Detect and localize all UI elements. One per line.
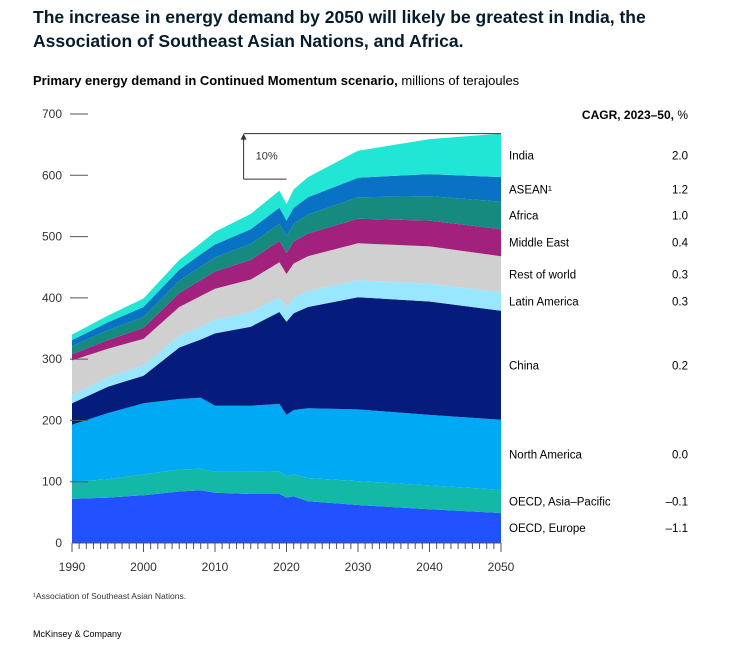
area-oecd-asia-pacific bbox=[72, 468, 501, 513]
cagr-value-asean: 1.2 bbox=[672, 184, 688, 196]
x-tick-label: 2040 bbox=[416, 560, 443, 574]
cagr-value-china: 0.2 bbox=[672, 360, 688, 372]
y-tick-label: 0 bbox=[55, 536, 62, 550]
cagr-value-oecd-europe: –1.1 bbox=[666, 523, 688, 535]
y-axis: 0 100 200 300 400 500 600 700 bbox=[42, 107, 88, 550]
series-label-oecd-europe: OECD, Europe bbox=[509, 523, 586, 535]
series-labels: CAGR, 2023–50, % India 2.0 ASEAN¹ 1.2 Africa… bbox=[509, 108, 689, 535]
y-tick-label: 300 bbox=[42, 352, 62, 366]
brand-logo-text: McKinsey & Company bbox=[33, 629, 122, 639]
headline: The increase in energy demand by 2050 wi… bbox=[33, 7, 646, 51]
cagr-value-latin-america: 0.3 bbox=[672, 297, 688, 309]
area-rest-of-world bbox=[72, 243, 501, 396]
footnote: ¹Association of Southeast Asian Nations. bbox=[33, 591, 187, 601]
series-label-latin-america: Latin America bbox=[509, 297, 579, 309]
series-label-africa: Africa bbox=[509, 210, 539, 222]
area-layers bbox=[72, 133, 501, 543]
x-tick-label: 2050 bbox=[488, 560, 515, 574]
series-label-north-america: North America bbox=[509, 450, 582, 462]
subtitle-bold: Primary energy demand in Continued Momen… bbox=[33, 73, 398, 88]
series-label-asean: ASEAN¹ bbox=[509, 184, 552, 196]
cagr-header: CAGR, 2023–50, % bbox=[582, 108, 688, 122]
x-tick-label: 2000 bbox=[130, 560, 157, 574]
series-label-india: India bbox=[509, 150, 535, 162]
y-tick-label: 500 bbox=[42, 230, 62, 244]
annotation-arrow-head bbox=[240, 133, 247, 140]
stacked-area-chart: 0 100 200 300 400 500 600 700 1990 2000 2010 2020 2… bbox=[42, 107, 689, 574]
x-tick-label: 2020 bbox=[273, 560, 300, 574]
series-label-china: China bbox=[509, 360, 540, 372]
subtitle-unit: millions of terajoules bbox=[397, 73, 520, 88]
annotation-label: 10% bbox=[256, 150, 278, 162]
chart-subtitle: Primary energy demand in Continued Momen… bbox=[33, 73, 519, 88]
cagr-value-oecd-asia-pacific: –0.1 bbox=[666, 496, 688, 508]
cagr-value-india: 2.0 bbox=[672, 150, 688, 162]
x-tick-label: 2010 bbox=[202, 560, 229, 574]
growth-annotation: 10% bbox=[240, 133, 501, 180]
area-north-america bbox=[72, 397, 501, 490]
y-tick-label: 100 bbox=[42, 475, 62, 489]
y-tick-label: 700 bbox=[42, 107, 62, 121]
area-africa bbox=[72, 196, 501, 355]
x-tick-label: 1990 bbox=[59, 560, 86, 574]
area-india bbox=[72, 133, 501, 341]
series-label-middle-east: Middle East bbox=[509, 238, 570, 250]
area-asean bbox=[72, 174, 501, 347]
area-middle-east bbox=[72, 218, 501, 361]
cagr-value-rest-of-world: 0.3 bbox=[672, 269, 688, 281]
x-axis: 1990 2000 2010 2020 2030 2040 2050 bbox=[59, 542, 515, 574]
cagr-header-bold: CAGR, 2023–50, bbox=[582, 108, 674, 122]
series-label-oecd-asia-pacific: OECD, Asia–Pacific bbox=[509, 496, 611, 508]
cagr-value-north-america: 0.0 bbox=[672, 450, 688, 462]
cagr-header-unit: % bbox=[674, 108, 688, 122]
y-tick-label: 600 bbox=[42, 168, 62, 182]
area-china bbox=[72, 297, 501, 425]
x-tick-label: 2030 bbox=[345, 560, 372, 574]
area-latin-america bbox=[72, 280, 501, 404]
cagr-value-middle-east: 0.4 bbox=[672, 238, 689, 250]
cagr-value-africa: 1.0 bbox=[672, 210, 688, 222]
series-label-rest-of-world: Rest of world bbox=[509, 269, 576, 281]
y-tick-label: 200 bbox=[42, 413, 62, 427]
area-oecd-europe bbox=[72, 490, 501, 543]
y-tick-label: 400 bbox=[42, 291, 62, 305]
